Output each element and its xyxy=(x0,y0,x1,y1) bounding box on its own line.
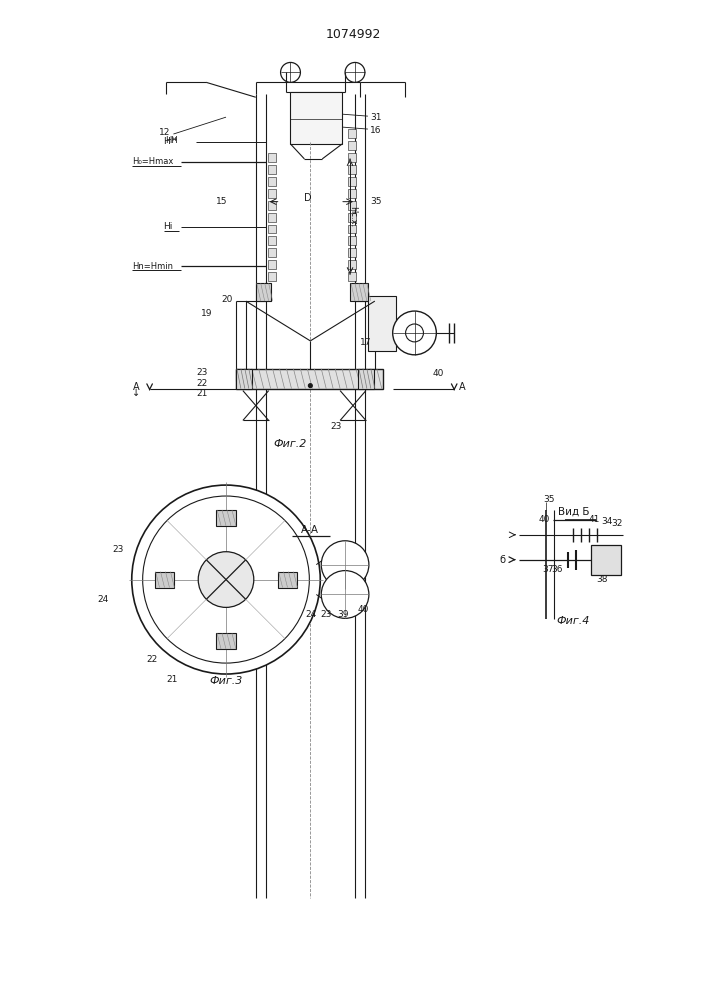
Text: НН: НН xyxy=(165,136,178,145)
Text: 15: 15 xyxy=(216,197,228,206)
Bar xyxy=(268,165,276,174)
Text: 23: 23 xyxy=(320,610,332,619)
Bar xyxy=(291,92,342,144)
Circle shape xyxy=(321,571,369,618)
Text: 34: 34 xyxy=(601,517,612,526)
Bar xyxy=(268,225,276,233)
Text: 40: 40 xyxy=(358,605,369,614)
Bar xyxy=(268,177,276,186)
Circle shape xyxy=(132,485,320,674)
Bar xyxy=(348,177,356,186)
Text: 37: 37 xyxy=(542,565,554,574)
Text: Н₀=Нmax: Н₀=Нmax xyxy=(132,157,173,166)
Bar xyxy=(348,248,356,257)
Text: А: А xyxy=(459,382,466,392)
Bar xyxy=(348,129,356,138)
Text: 12: 12 xyxy=(158,128,170,137)
Bar xyxy=(358,369,374,389)
Bar xyxy=(348,260,356,269)
Bar xyxy=(268,260,276,269)
Text: 23: 23 xyxy=(330,422,341,431)
Text: 20: 20 xyxy=(221,295,233,304)
Text: 24: 24 xyxy=(305,610,317,619)
Circle shape xyxy=(143,496,310,663)
Bar xyxy=(348,236,356,245)
Text: D: D xyxy=(303,193,311,203)
Bar xyxy=(348,189,356,198)
Bar xyxy=(268,201,276,210)
Bar xyxy=(268,272,276,281)
Circle shape xyxy=(281,62,300,82)
Bar xyxy=(236,369,382,389)
Bar xyxy=(348,165,356,174)
Text: 23: 23 xyxy=(112,545,123,554)
Bar xyxy=(268,236,276,245)
Circle shape xyxy=(392,311,436,355)
Circle shape xyxy=(198,552,254,607)
Bar xyxy=(216,510,236,526)
Text: 32: 32 xyxy=(611,519,622,528)
Text: А-А: А-А xyxy=(301,525,320,535)
Text: 41: 41 xyxy=(588,515,600,524)
Bar xyxy=(348,201,356,210)
Circle shape xyxy=(345,62,365,82)
Text: 35: 35 xyxy=(370,197,381,206)
Text: 40: 40 xyxy=(433,369,444,378)
Text: 24: 24 xyxy=(97,595,108,604)
Text: 38: 38 xyxy=(596,575,607,584)
Circle shape xyxy=(406,324,423,342)
Text: 22: 22 xyxy=(146,655,158,664)
Bar xyxy=(256,283,271,301)
Text: Нn=Нmin: Нn=Нmin xyxy=(132,262,173,271)
Text: 21: 21 xyxy=(166,674,178,684)
Text: А: А xyxy=(133,382,140,392)
Text: 23: 23 xyxy=(197,368,208,377)
Bar xyxy=(278,572,298,588)
Text: 39: 39 xyxy=(337,610,349,619)
Text: 22: 22 xyxy=(197,379,207,388)
Bar xyxy=(348,225,356,233)
Bar xyxy=(350,283,368,301)
Text: б: б xyxy=(500,555,506,565)
Text: 35: 35 xyxy=(544,495,555,504)
Text: 19: 19 xyxy=(201,309,213,318)
Bar xyxy=(268,248,276,257)
Bar xyxy=(348,272,356,281)
Text: 36: 36 xyxy=(551,565,563,574)
Text: 17: 17 xyxy=(360,338,371,347)
Bar xyxy=(216,633,236,649)
Text: Вид Б: Вид Б xyxy=(558,507,589,517)
Bar xyxy=(348,213,356,222)
Bar xyxy=(155,572,175,588)
Text: 40: 40 xyxy=(539,515,550,524)
Bar xyxy=(348,141,356,150)
Text: ↓: ↓ xyxy=(132,388,140,398)
Text: 1074992: 1074992 xyxy=(325,28,380,41)
Text: 16: 16 xyxy=(370,126,381,135)
Bar xyxy=(268,213,276,222)
Bar xyxy=(236,369,252,389)
Circle shape xyxy=(308,384,312,388)
Text: Нс.х.: Нс.х. xyxy=(349,206,358,227)
Bar xyxy=(268,189,276,198)
Bar xyxy=(368,296,396,351)
Text: Н: Н xyxy=(163,137,170,146)
Text: 31: 31 xyxy=(370,113,381,122)
Text: н: н xyxy=(171,136,176,142)
Text: Фиг.3: Фиг.3 xyxy=(209,676,243,686)
Text: Фиг.4: Фиг.4 xyxy=(556,616,590,626)
Circle shape xyxy=(321,541,369,589)
Text: Нi: Нi xyxy=(163,222,173,231)
Text: 21: 21 xyxy=(197,389,208,398)
Text: Фиг.2: Фиг.2 xyxy=(274,439,307,449)
Bar xyxy=(591,545,621,575)
Bar xyxy=(348,153,356,162)
Bar xyxy=(268,153,276,162)
